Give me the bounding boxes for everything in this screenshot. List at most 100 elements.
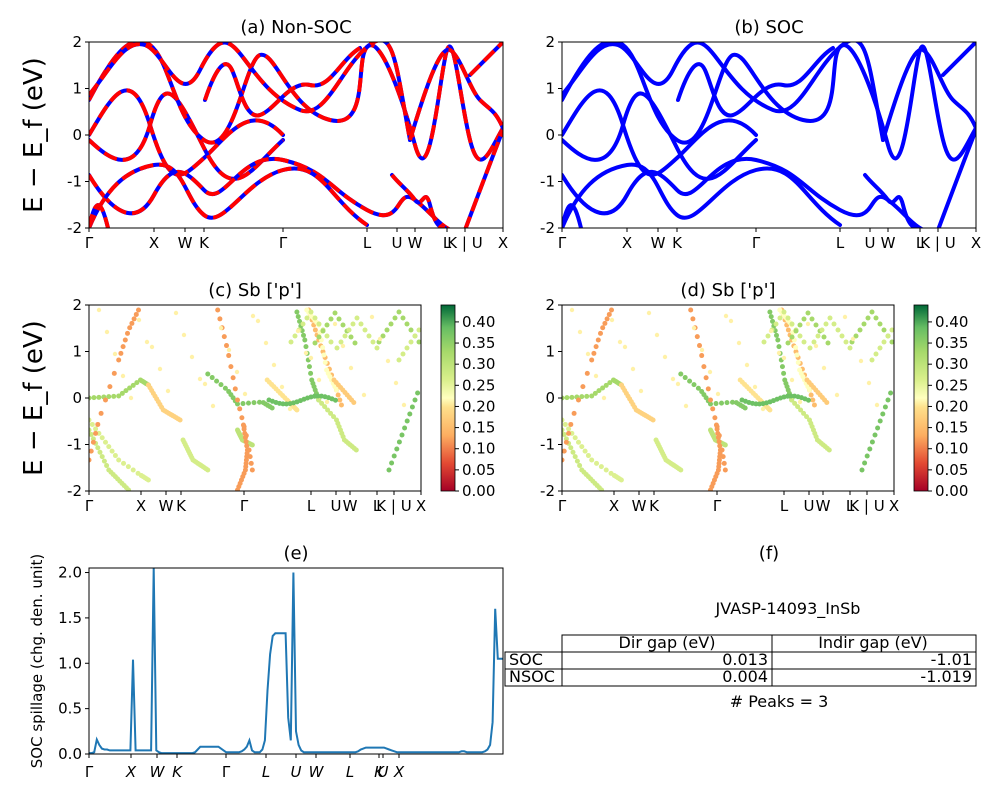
projection-dot (795, 360, 801, 365)
projection-dot (589, 393, 595, 399)
colorbar-tick-label: 0.05 (935, 461, 968, 479)
x-tick-label: X (393, 763, 405, 781)
projection-dot (699, 353, 705, 359)
projection-dot (306, 364, 312, 370)
projection-dot (603, 382, 609, 388)
x-tick-label: Γ (85, 497, 94, 515)
x-tick-label: Γ (240, 497, 249, 515)
projection-dot (752, 384, 758, 390)
projection-dot (789, 334, 795, 340)
projection-dot (678, 467, 684, 473)
projection-dot (308, 370, 314, 376)
projection-dot (694, 334, 700, 340)
projection-dot (703, 375, 709, 381)
projection-dot (346, 327, 352, 333)
colorbar-tick-label: 0.40 (935, 313, 968, 331)
y-tick-label: 1 (545, 343, 555, 361)
projection-dot (789, 321, 795, 327)
projection-dot (295, 328, 301, 334)
x-tick-label: K | U (849, 497, 884, 515)
projection-dot (712, 415, 718, 421)
projection-dot (332, 310, 338, 316)
panel-c-colorbar (440, 304, 456, 492)
projection-dot (753, 401, 759, 407)
table-row-nsoc-dir: 0.004 (722, 667, 768, 686)
projection-dot (598, 330, 603, 336)
colorbar-tick-label: 0.35 (935, 334, 968, 352)
projection-dot (404, 345, 410, 351)
projection-dot (797, 322, 803, 328)
projection-dot (572, 435, 578, 441)
projection-dot (650, 417, 656, 423)
projection-dot (354, 315, 360, 321)
projection-dot (149, 344, 155, 350)
projection-dot (691, 325, 697, 331)
projection-dot (103, 439, 108, 445)
projection-dot (568, 421, 574, 427)
x-tick-label: U (291, 763, 302, 781)
projection-dot (111, 393, 117, 399)
projection-dot (882, 404, 888, 410)
projection-dot (805, 321, 811, 327)
projection-dot (831, 321, 837, 327)
projection-dot (241, 426, 247, 432)
projection-dot (129, 320, 135, 326)
projection-dot (122, 337, 128, 343)
projection-dot (566, 426, 572, 432)
projection-dot (316, 334, 322, 340)
projection-dot (384, 327, 390, 333)
projection-dot (324, 322, 330, 328)
projection-dot (226, 347, 232, 353)
projection-dot (813, 322, 819, 328)
x-tick-label: L (373, 497, 382, 515)
projection-dot (792, 400, 798, 406)
projection-dot (95, 445, 101, 451)
projection-dot (96, 307, 102, 313)
y-tick-label: 0 (72, 389, 82, 407)
projection-dot (324, 333, 330, 339)
projection-dot (873, 315, 879, 321)
projection-dot (716, 439, 722, 445)
projection-dot (742, 405, 748, 411)
projection-dot (402, 425, 408, 431)
projection-dot (210, 403, 216, 409)
projection-dot (618, 477, 624, 483)
projection-dot (399, 432, 405, 438)
projection-dot (730, 399, 735, 405)
projection-dot (295, 314, 301, 320)
projection-dot (130, 382, 136, 388)
peaks-caption: # Peaks = 3 (730, 692, 829, 711)
projection-dot (744, 362, 750, 368)
projection-dot (338, 339, 344, 345)
projection-dot (332, 321, 338, 327)
x-tick-label: W (343, 497, 358, 515)
x-tick-label: W (159, 497, 174, 515)
panel-e-ylabel: SOC spillage (chg. den. unit) (28, 554, 46, 769)
table-row-soc-indir: -1.01 (931, 650, 972, 669)
projection-dot (189, 354, 195, 360)
projection-dot (337, 397, 343, 403)
ylabel-middle: E − E_f (eV) (19, 320, 49, 476)
projection-dot (595, 337, 601, 343)
projection-dot (242, 430, 248, 436)
projection-dot (104, 463, 110, 469)
table-row-soc-dir: 0.013 (722, 650, 768, 669)
ylabel-top: E − E_f (eV) (19, 57, 49, 213)
projection-dot (824, 400, 830, 405)
band-line (562, 162, 842, 228)
projection-dot (603, 467, 609, 473)
projection-dot (580, 384, 586, 390)
projection-dot (881, 339, 887, 345)
projection-dot (804, 414, 810, 420)
projection-dot (429, 346, 434, 351)
projection-dot (370, 339, 376, 345)
projection-dot (811, 402, 817, 408)
projection-dot (91, 395, 97, 401)
y-tick-label: 0 (72, 126, 82, 144)
projection-dot (240, 401, 246, 407)
projection-dot (134, 380, 140, 386)
projection-dot (701, 364, 707, 370)
